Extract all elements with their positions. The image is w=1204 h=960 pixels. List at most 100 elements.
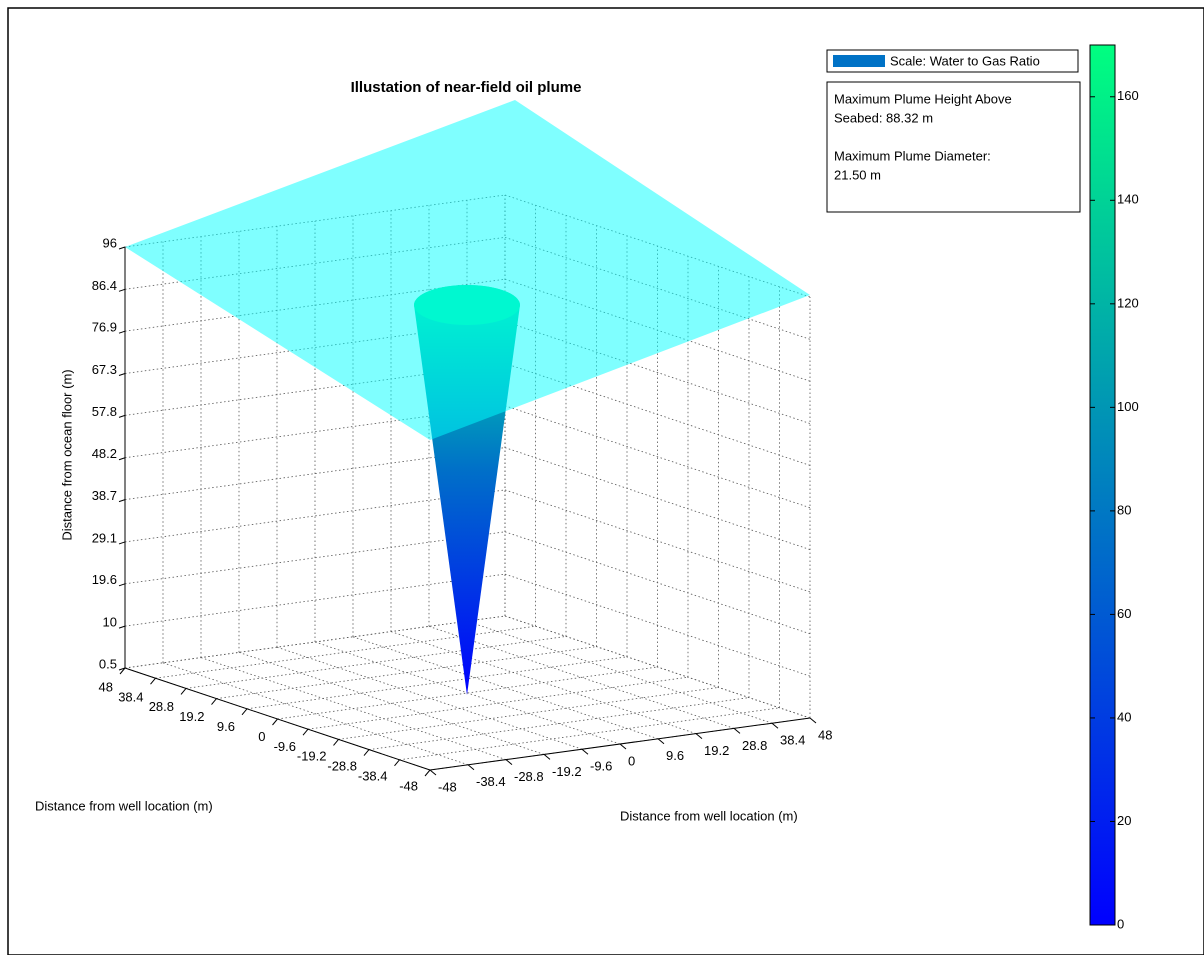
colorbar-tick-label: 20 [1117,813,1131,828]
y-tick [363,749,370,756]
z-tick-label: 76.9 [92,320,117,335]
annotation-box [826,81,1081,213]
z-tick-label: 29.1 [92,530,117,545]
grid-line [428,626,735,729]
colorbar [1089,44,1116,926]
grid-line [504,615,811,719]
y-tick [302,728,309,736]
grid-line [504,447,811,550]
y-tick-label: 9.6 [217,719,235,734]
grid-line [504,321,811,424]
z-tick-label: 67.3 [92,362,117,377]
z-tick [118,625,126,629]
x-tick-label: 28.8 [742,738,767,753]
y-tick-label: -9.6 [274,739,296,754]
y-tick [424,769,431,777]
grid-line [504,489,811,593]
z-tick-label: 19.6 [92,572,117,587]
x-tick-label: 0 [628,753,635,768]
z-tick [118,457,126,461]
x-tick-label: -38.4 [476,774,506,789]
grid-line [352,636,659,740]
chart-title: Illustation of near-field oil plume [351,79,582,96]
grid-line [504,573,811,677]
grid-line [504,405,811,509]
z-tick [118,499,126,503]
z-tick-label: 86.4 [92,278,117,293]
x-tick-label: 48 [818,727,832,742]
x-tick [733,728,741,734]
x-tick-label: -9.6 [590,759,612,774]
y-tick-label: 38.4 [118,689,143,704]
z-tick [118,373,126,376]
z-tick [118,583,126,587]
z-tick-label: 57.8 [92,404,117,419]
x-tick-label: -19.2 [552,764,582,779]
z-tick [118,330,126,334]
colorbar-tick-label: 120 [1117,295,1139,310]
grid-line [162,662,469,766]
x-tick [809,717,817,724]
water-surface [125,100,810,440]
x-tick [657,738,665,745]
y-tick-label: -38.4 [358,769,388,784]
x-tick [581,748,589,755]
label-layer: 0.5 10 19.6 29.1 38.7 48.2 57.8 67.3 76.9 86.4 96 -… [92,235,833,794]
z-tick-label: 0.5 [99,656,117,671]
x-axis-label: Distance from well location (m) [620,808,798,823]
z-tick [118,288,126,292]
grid-line [238,652,545,755]
x-tick [771,722,779,729]
y-tick [150,677,156,685]
z-tick-label: 48.2 [92,446,117,461]
colorbar-tick-label: 140 [1117,192,1139,207]
annotation-line: Seabed: 88.32 m [834,110,933,125]
colorbar-tick-label: 60 [1117,606,1131,621]
annotation-line: 21.50 m [834,167,881,182]
y-tick-label: -28.8 [327,759,357,774]
x-tick [429,769,437,776]
z-tick [118,667,126,671]
x-tick-label: 38.4 [780,733,805,748]
z-tick-label: 38.7 [92,488,117,503]
grid-line [314,641,621,745]
colorbar-tick-label: 0 [1117,916,1124,931]
y-tick [272,718,278,726]
y-tick [180,688,187,695]
grid-line [504,531,811,635]
y-tick [394,759,400,767]
colorbar-tick-label: 100 [1117,399,1139,414]
x-tick [695,733,703,739]
y-tick-label: -19.2 [297,749,327,764]
colorbar-tick-label: 40 [1117,709,1131,724]
y-tick [119,667,126,675]
x-tick [543,754,551,760]
legend-box [826,49,1079,73]
grid-line [504,363,811,466]
y-tick [211,698,217,705]
z-tick-label: 96 [103,235,117,250]
y-axis-label: Distance from well location (m) [35,798,213,813]
annotation-line: Maximum Plume Diameter: [834,148,991,163]
legend-swatch [833,55,885,67]
x-tick [505,759,513,765]
colorbar-tick-label: 160 [1117,88,1139,103]
y-tick-label: 19.2 [179,709,204,724]
z-tick [118,414,126,418]
x-tick [619,743,627,750]
y-tick-label: 48 [99,679,113,694]
z-tick [118,246,126,250]
x-tick [467,764,475,771]
x-tick-label: 19.2 [704,743,729,758]
y-tick [241,708,248,716]
x-tick-label: 9.6 [666,748,684,763]
y-tick-label: -48 [399,778,418,793]
z-tick-label: 10 [103,615,117,630]
y-tick-label: 0 [258,729,265,744]
annotation-line: Maximum Plume Height Above [834,91,1012,106]
x-tick-label: -48 [438,779,457,794]
y-tick-label: 28.8 [149,699,174,714]
colorbar-tick-label: 80 [1117,502,1131,517]
y-tick [333,739,339,746]
